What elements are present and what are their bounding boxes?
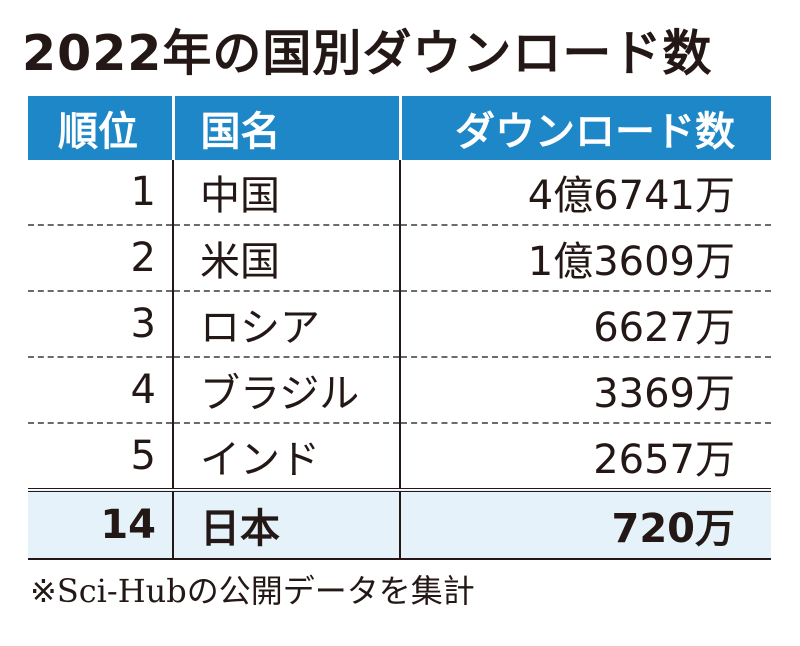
rank-cell: 2 xyxy=(28,225,173,292)
table-row: 5 インド 2657万 xyxy=(28,423,771,490)
downloads-cell: 4億6741万 xyxy=(399,160,771,226)
source-note: ※Sci-Hubの公開データを集計 xyxy=(30,572,475,610)
table-header: 順位 国名 ダウンロード数 xyxy=(28,96,771,160)
country-cell: 米国 xyxy=(172,225,400,292)
downloads-cell: 2657万 xyxy=(399,423,771,490)
table-row: 1 中国 4億6741万 xyxy=(28,160,771,226)
header-country: 国名 xyxy=(171,96,400,160)
ranking-table: 順位 国名 ダウンロード数 1 中国 4億6741万 2 米国 1億3609万 … xyxy=(28,96,771,560)
country-cell: ロシア xyxy=(172,291,400,358)
rank-cell: 1 xyxy=(28,160,173,226)
country-cell: ブラジル xyxy=(172,357,400,424)
country-cell: 中国 xyxy=(172,160,400,226)
header-row: 順位 国名 ダウンロード数 xyxy=(28,96,771,160)
country-cell: インド xyxy=(172,423,400,490)
downloads-cell: 3369万 xyxy=(399,357,771,424)
rank-cell: 4 xyxy=(28,357,173,424)
rank-cell-highlight: 14 xyxy=(28,488,173,560)
table-body: 1 中国 4億6741万 2 米国 1億3609万 3 ロシア 6627万 4 … xyxy=(28,160,771,490)
country-cell-highlight: 日本 xyxy=(172,488,400,560)
downloads-cell: 6627万 xyxy=(399,291,771,358)
table-footer: 14 日本 720万 xyxy=(28,488,771,560)
header-downloads: ダウンロード数 xyxy=(398,96,771,160)
rank-cell: 5 xyxy=(130,433,156,479)
rank-cell: 3 xyxy=(28,291,173,358)
table-row: 3 ロシア 6627万 xyxy=(28,291,771,358)
header-rank: 順位 xyxy=(28,96,173,160)
highlight-row-japan: 14 日本 720万 xyxy=(28,488,771,560)
table-row: 4 ブラジル 3369万 xyxy=(28,357,771,424)
table-row: 2 米国 1億3609万 xyxy=(28,225,771,292)
downloads-cell: 1億3609万 xyxy=(399,225,771,292)
downloads-cell-highlight: 720万 xyxy=(399,488,771,560)
chart-title: 2022年の国別ダウンロード数 xyxy=(22,25,713,82)
